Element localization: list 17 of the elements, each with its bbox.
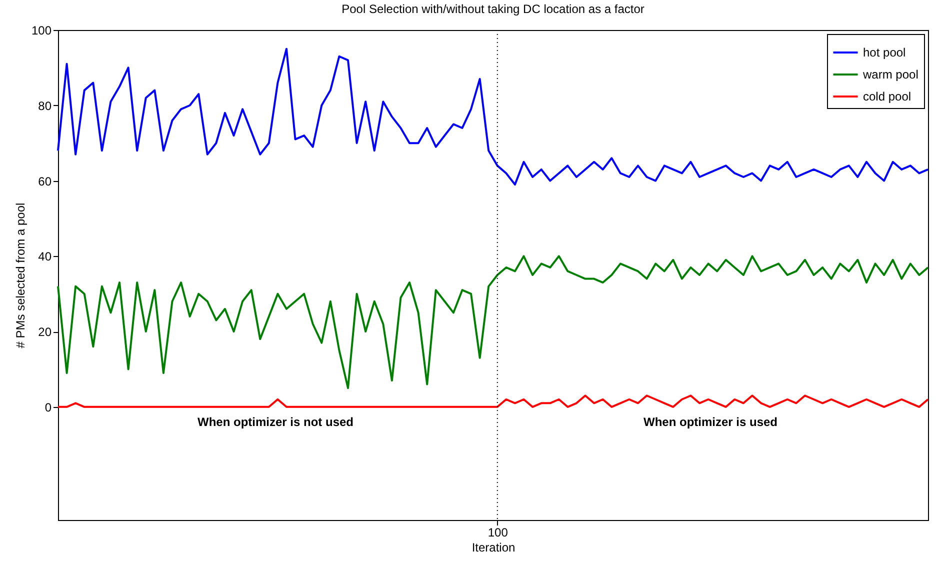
y-tick-label: 0 bbox=[44, 400, 52, 414]
y-tick-label: 20 bbox=[38, 325, 52, 340]
legend-label: warm pool bbox=[862, 68, 918, 82]
y-tick-label: 40 bbox=[38, 250, 52, 264]
line-series bbox=[57, 48, 929, 186]
line-series bbox=[57, 255, 929, 390]
y-axis-title: # PMs selected from a pool bbox=[13, 202, 28, 348]
y-tick-label: 100 bbox=[31, 24, 52, 38]
x-axis-title: Iteration bbox=[472, 540, 516, 554]
line-series bbox=[57, 394, 929, 408]
annotation: When optimizer is not used bbox=[197, 415, 354, 429]
y-tick-label: 80 bbox=[38, 98, 52, 113]
chart-title: Pool Selection with/without taking DC location as a factor bbox=[342, 2, 644, 16]
y-tick-label: 60 bbox=[38, 174, 52, 188]
legend-label: hot pool bbox=[863, 46, 906, 60]
legend-label: cold pool bbox=[863, 90, 912, 104]
annotation: When optimizer is used bbox=[643, 415, 778, 429]
